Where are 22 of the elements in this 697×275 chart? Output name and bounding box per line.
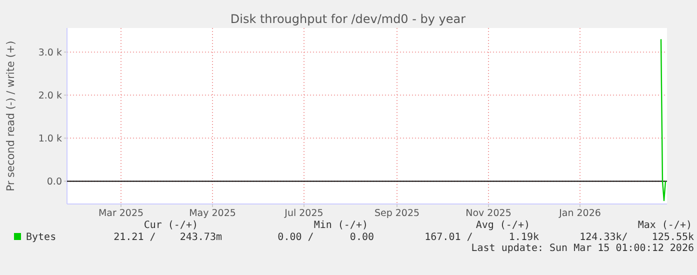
text: Min (-/+) — [314, 220, 368, 231]
x-tick-label: Sep 2025 — [374, 208, 420, 219]
y-tick-label: 1.0 k — [38, 133, 62, 144]
text: Max (-/+) — [638, 220, 692, 231]
text: Avg (-/+) — [476, 220, 530, 231]
text: Cur (-/+) — [144, 220, 198, 231]
x-tick-label: Jan 2026 — [558, 208, 601, 219]
y-axis-title: Pr second read (-) / write (+) — [5, 40, 17, 192]
y-tick-label: 2.0 k — [38, 90, 62, 102]
x-tick-label: Nov 2025 — [466, 208, 512, 219]
chart-title: Disk throughput for /dev/md0 - by year — [230, 12, 466, 26]
x-tick-label: Jul 2025 — [284, 208, 324, 219]
y-tick-label: 0.0 — [46, 176, 62, 188]
text: 0.00 / 0.00 — [278, 232, 374, 243]
text: 21.21 / 243.73m — [114, 232, 222, 243]
legend-label: Bytes — [26, 232, 56, 243]
text: 124.33k/ 125.55k — [580, 232, 694, 243]
text: 167.01 / 1.19k — [424, 232, 539, 243]
y-tick-label: 3.0 k — [38, 47, 62, 58]
x-tick-label: May 2025 — [189, 208, 236, 219]
x-tick-label: Mar 2025 — [98, 208, 144, 219]
text: Last update: Sun Mar 15 01:00:12 2026 — [471, 243, 694, 254]
